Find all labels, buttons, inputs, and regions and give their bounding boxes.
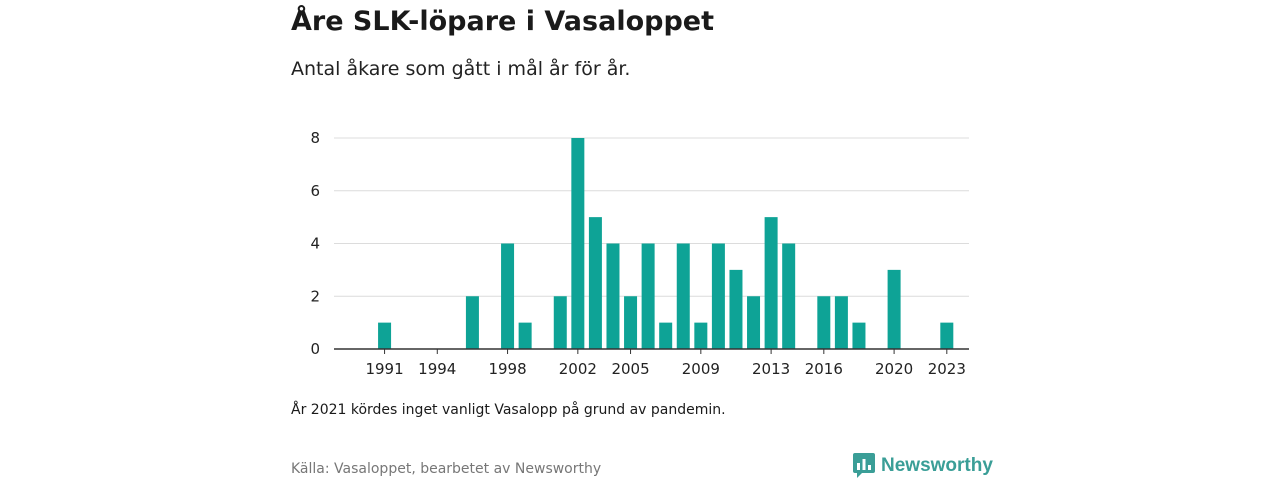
bar bbox=[553, 296, 567, 349]
x-tick-label: 1994 bbox=[418, 360, 456, 378]
y-tick-label: 8 bbox=[310, 129, 320, 147]
bar bbox=[782, 243, 796, 349]
x-tick-label: 2002 bbox=[559, 360, 597, 378]
bar bbox=[571, 138, 585, 349]
bar bbox=[940, 322, 954, 349]
x-tick-label: 2013 bbox=[752, 360, 790, 378]
x-tick-label: 2020 bbox=[875, 360, 913, 378]
bar bbox=[378, 322, 392, 349]
x-tick-label: 2009 bbox=[682, 360, 720, 378]
bar bbox=[729, 269, 743, 349]
bar bbox=[606, 243, 620, 349]
bar bbox=[711, 243, 725, 349]
brand-name: Newsworthy bbox=[881, 455, 993, 476]
bar bbox=[676, 243, 690, 349]
bar bbox=[501, 243, 515, 349]
bar bbox=[764, 217, 778, 349]
x-tick-label: 2023 bbox=[928, 360, 966, 378]
bar bbox=[852, 322, 866, 349]
y-tick-label: 6 bbox=[310, 182, 320, 200]
y-tick-label: 0 bbox=[310, 340, 320, 358]
brand-logo: Newsworthy bbox=[853, 453, 993, 479]
x-tick-label: 2005 bbox=[611, 360, 649, 378]
x-tick-label: 2016 bbox=[805, 360, 843, 378]
bar bbox=[747, 296, 761, 349]
bar bbox=[518, 322, 532, 349]
bar bbox=[817, 296, 831, 349]
bar bbox=[694, 322, 708, 349]
bar bbox=[659, 322, 673, 349]
chart-note: År 2021 kördes inget vanligt Vasalopp på… bbox=[291, 402, 726, 418]
chart-title: Åre SLK-löpare i Vasaloppet bbox=[291, 6, 714, 37]
bar bbox=[588, 217, 602, 349]
chart-subtitle: Antal åkare som gått i mål år för år. bbox=[291, 58, 631, 80]
bar bbox=[887, 269, 901, 349]
bar bbox=[834, 296, 848, 349]
bar bbox=[465, 296, 479, 349]
y-tick-label: 2 bbox=[310, 287, 320, 305]
bar bbox=[641, 243, 655, 349]
x-tick-label: 1991 bbox=[365, 360, 403, 378]
newsworthy-logo-icon bbox=[853, 453, 875, 478]
bar-chart: 0 2 4 6 8 1991 1994 1998 2002 2005 2009 2013 2016 202… bbox=[310, 129, 969, 378]
y-tick-label: 4 bbox=[310, 235, 320, 253]
bar bbox=[624, 296, 638, 349]
source-text: Källa: Vasaloppet, bearbetet av Newswort… bbox=[291, 461, 602, 477]
x-tick-label: 1998 bbox=[488, 360, 526, 378]
